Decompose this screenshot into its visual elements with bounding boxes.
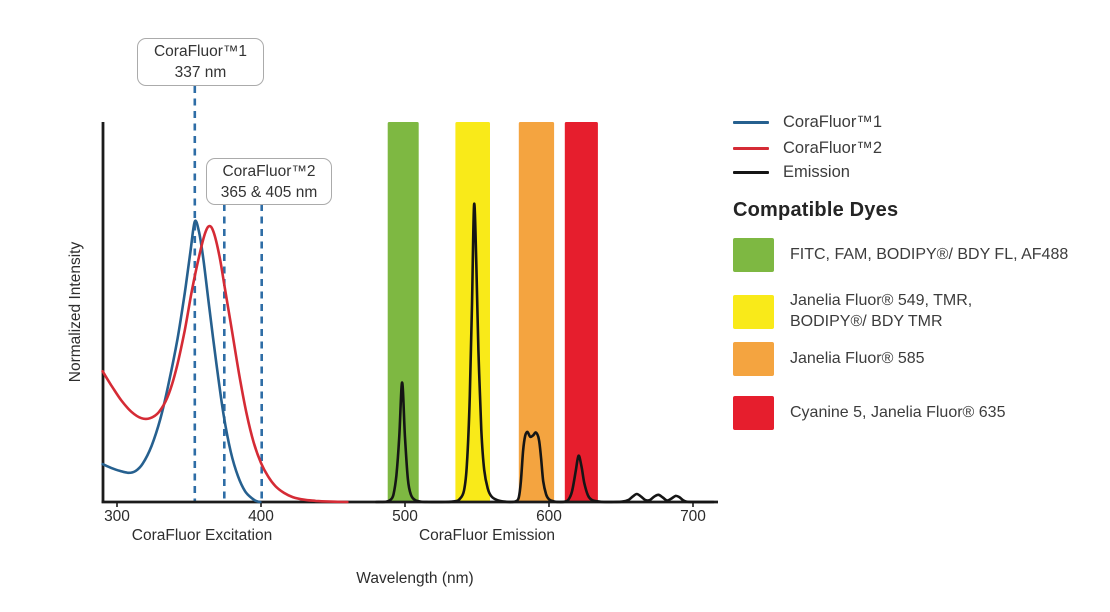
series-corafluor1 [101,219,262,504]
dye-label-line: Janelia Fluor® 549, TMR, [790,292,973,309]
x-tick-label: 600 [536,508,562,525]
band-red [564,122,598,502]
emission-line-swatch [733,170,769,174]
dye-row-green: FITC, FAM, BODIPY®/ BDY FL, AF488 [733,238,1068,272]
dye-row-yellow: Janelia Fluor® 549, TMR, BODIPY®/ BDY TM… [733,291,972,332]
legend-label: CoraFluor™2 [783,138,883,157]
series-corafluor2 [101,224,349,504]
legend-label: CoraFluor™1 [783,112,883,131]
dye-row-orange: Janelia Fluor® 585 [733,342,925,376]
dye-label-line: FITC, FAM, BODIPY®/ BDY FL, AF488 [790,245,1069,263]
dye-label: FITC, FAM, BODIPY®/ BDY FL, AF488 [790,245,1068,266]
compatible-dyes-heading: Compatible Dyes [733,199,899,221]
annotation-corafluor2-365-405: CoraFluor™2 365 & 405 nm [206,158,332,205]
spectra-chart: 300 400 500 600 700 [101,86,718,525]
x-axis-label: Wavelength (nm) [356,570,474,587]
annotation-line2: 337 nm [174,64,227,81]
y-axis-label: Normalized Intensity [67,241,84,383]
section-label-emission: CoraFluor Emission [418,527,556,544]
annotation-line1: CoraFluor™2 [222,162,316,180]
band-green [387,122,419,502]
section-label-excitation: CoraFluor Excitation [131,527,273,544]
yellow-dye-swatch [733,294,774,329]
orange-dye-swatch [733,342,774,376]
dye-label-line: Cyanine 5, Janelia Fluor® 635 [790,403,1006,421]
annotation-corafluor1-337: CoraFluor™1 337 nm [137,38,264,86]
annotation-line2: 365 & 405 nm [220,183,318,201]
x-tick-label: 400 [248,508,274,525]
band-orange [518,122,555,502]
legend-row-corafluor2: CoraFluor™2 [733,139,882,157]
dye-row-red: Cyanine 5, Janelia Fluor® 635 [733,396,1005,430]
legend-row-corafluor1: CoraFluor™1 [733,113,882,131]
corafluor1-line-swatch [733,120,769,124]
series-emission [374,202,715,504]
dye-label-line: Janelia Fluor® 585 [790,349,925,367]
legend-label: Emission [783,162,850,181]
x-tick-label: 500 [392,508,418,525]
dye-label-line: BODIPY®/ BDY TMR [790,312,943,330]
corafluor2-line-swatch [733,146,769,150]
dye-label: Cyanine 5, Janelia Fluor® 635 [790,403,1005,424]
annotation-line1: CoraFluor™1 [153,43,248,60]
legend-row-emission: Emission [733,163,850,181]
dye-label: Janelia Fluor® 549, TMR, BODIPY®/ BDY TM… [790,291,972,332]
x-tick-label: 700 [680,508,706,525]
x-tick-label: 300 [104,508,130,525]
green-dye-swatch [733,238,774,272]
dye-label: Janelia Fluor® 585 [790,349,925,370]
red-dye-swatch [733,396,774,430]
